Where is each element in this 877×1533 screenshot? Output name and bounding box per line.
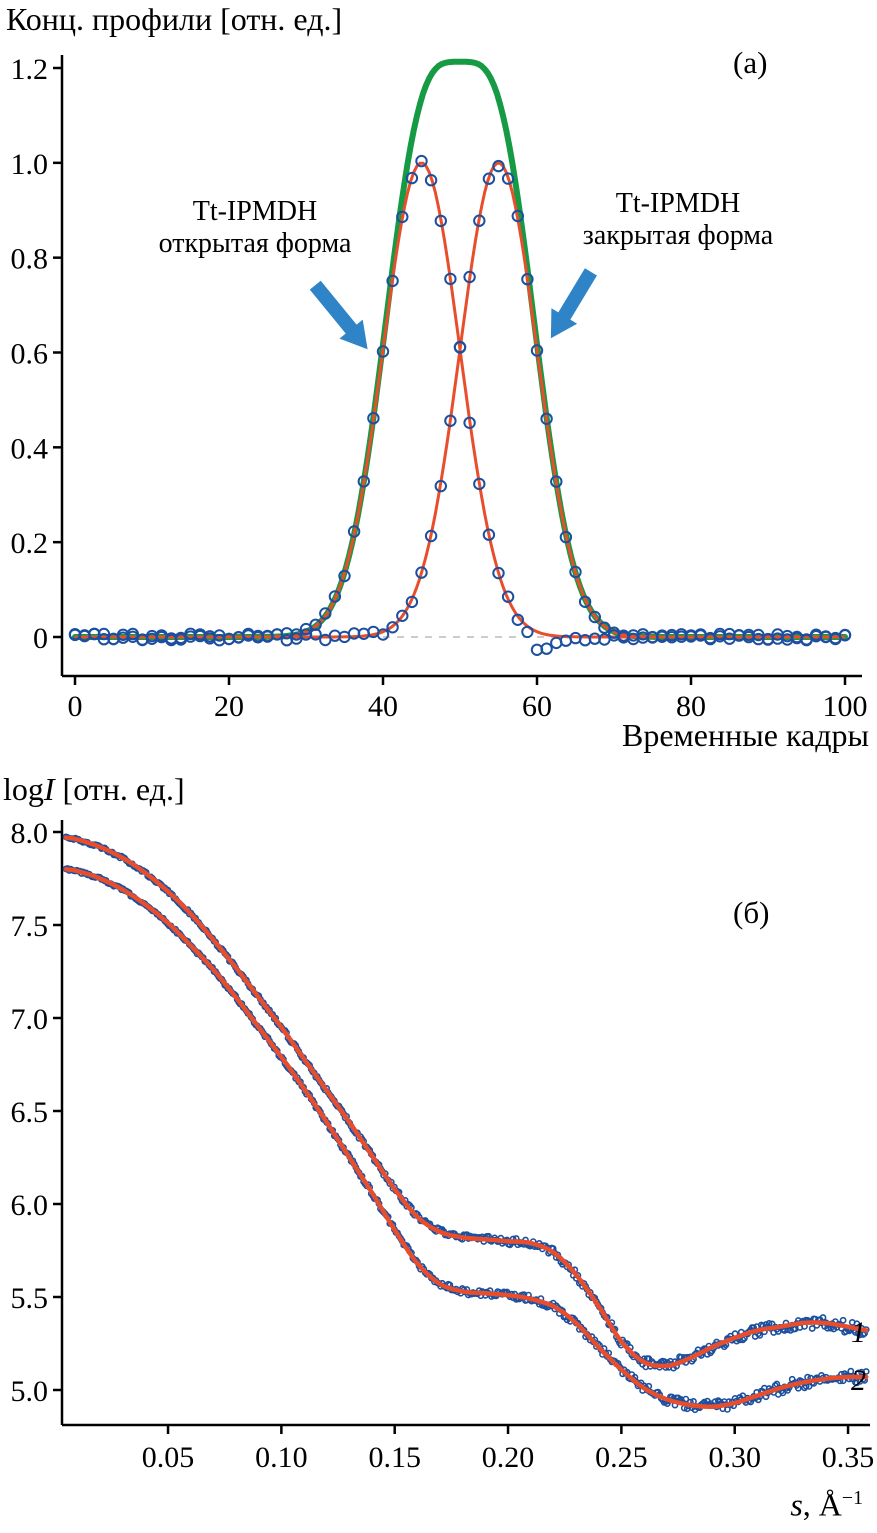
panel-b-label: (б) — [733, 895, 770, 930]
xlabel-s-symbol: s — [790, 1486, 803, 1523]
panel-a-xtick-label: 80 — [676, 690, 706, 723]
panel-a-ytick-label: 0.8 — [11, 243, 49, 276]
panel-b-xtick-label: 0.30 — [708, 1441, 761, 1474]
panel-b-xtick-label: 0.05 — [142, 1441, 195, 1474]
annotation-open-form-line2: открытая форма — [158, 228, 352, 260]
ylabel-intensity-symbol: I — [43, 771, 55, 807]
saxs-fit-curve-2 — [63, 866, 869, 1410]
panel-b-xtick-label: 0.10 — [255, 1441, 308, 1474]
panel-a-y-axis-title: Конц. профили [отн. ед.] — [6, 1, 343, 37]
curve-1-label: 1 — [851, 1316, 866, 1349]
panel-a-scatter-points — [68, 154, 852, 656]
panel-b-x-axis-title: s, Å−1 — [790, 1487, 863, 1523]
xlabel-unit-text: , Å — [802, 1486, 842, 1523]
annotation-arrow-icon — [550, 268, 597, 339]
panel-a-label: (а) — [733, 45, 768, 80]
panel-b-ytick-label: 7.0 — [11, 1003, 49, 1036]
panel-b-xtick-label: 0.35 — [822, 1441, 875, 1474]
panel-a-ytick-label: 0 — [33, 622, 48, 655]
panel-b-xtick-label: 0.15 — [368, 1441, 421, 1474]
panel-a-xtick-label: 100 — [823, 690, 868, 723]
panel-a-ytick-label: 0.6 — [11, 337, 49, 370]
panel-a: 0 0.2 0.4 0.6 0.8 1.0 1.2 0 20 40 60 80 100 Конц. пр… — [0, 0, 877, 765]
panel-b-ytick-label: 8.0 — [11, 817, 49, 850]
annotation-closed-form-line2: закрытая форма — [582, 220, 774, 252]
panel-a-xtick-label: 60 — [522, 690, 552, 723]
panel-b-ytick-label: 6.0 — [11, 1189, 49, 1222]
panel-a-ytick-label: 1.2 — [11, 53, 49, 86]
annotation-open-form: Tt-IPMDH открытая форма — [110, 196, 400, 260]
panel-b-xtick-label: 0.20 — [482, 1441, 535, 1474]
panel-b-axes — [53, 820, 870, 1434]
panel-b-ytick-label: 7.5 — [11, 910, 49, 943]
panel-a-xtick-label: 20 — [214, 690, 244, 723]
panel-b: 5.0 5.5 6.0 6.5 7.0 7.5 8.0 0.05 0.10 0.15 0.20 0.2… — [0, 765, 877, 1533]
annotation-closed-form-line1: Tt-IPMDH — [615, 188, 741, 219]
ylabel-units-text: [отн. ед.] — [54, 771, 185, 807]
ylabel-log-text: log — [3, 771, 44, 807]
panel-a-ytick-label: 1.0 — [11, 148, 49, 181]
saxs-fit-curve-1 — [63, 835, 869, 1369]
annotation-open-form-line1: Tt-IPMDH — [192, 196, 318, 227]
panel-a-xtick-label: 40 — [368, 690, 398, 723]
panel-a-ytick-label: 0.2 — [11, 527, 49, 560]
annotation-arrow-icon — [309, 280, 368, 350]
panel-a-ytick-label: 0.4 — [11, 432, 49, 465]
panel-b-ytick-label: 5.0 — [11, 1375, 49, 1408]
panel-a-plot: 0 0.2 0.4 0.6 0.8 1.0 1.2 0 20 40 60 80 100 — [11, 53, 868, 723]
panel-a-axes — [53, 55, 862, 685]
annotation-closed-form: Tt-IPMDH закрытая форма — [528, 188, 828, 252]
curve-2-label: 2 — [851, 1364, 866, 1397]
panel-b-xtick-label: 0.25 — [595, 1441, 648, 1474]
panel-a-x-axis-title: Временные кадры — [622, 717, 869, 753]
panel-b-plot: 5.0 5.5 6.0 6.5 7.0 7.5 8.0 0.05 0.10 0.15 0.20 0.2… — [11, 817, 875, 1474]
panel-b-ytick-label: 6.5 — [11, 1096, 49, 1129]
panel-a-xtick-label: 0 — [68, 690, 83, 723]
panel-b-y-axis-title: logI [отн. ед.] — [3, 771, 185, 808]
xlabel-exponent: −1 — [841, 1487, 863, 1509]
panel-b-ytick-label: 5.5 — [11, 1282, 49, 1315]
